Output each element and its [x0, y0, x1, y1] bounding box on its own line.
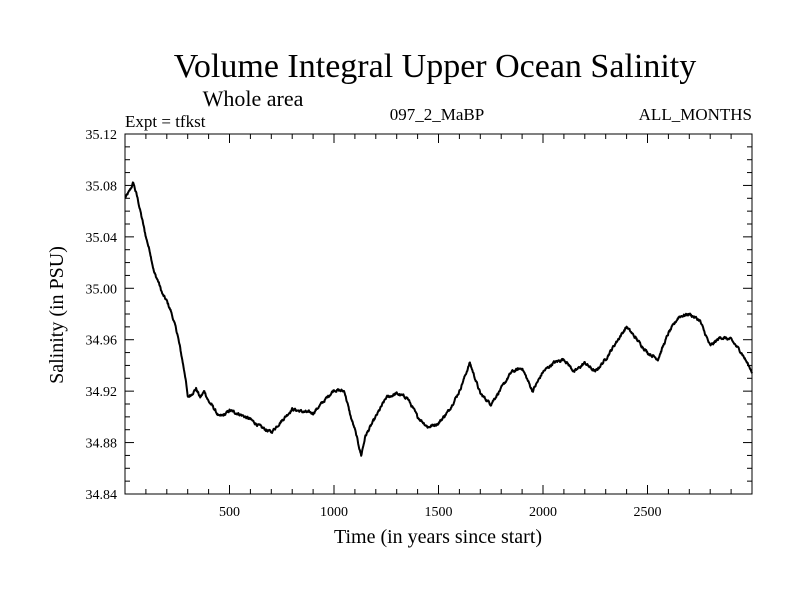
months-label: ALL_MONTHS — [639, 105, 752, 124]
y-tick-label: 35.08 — [86, 179, 118, 194]
x-tick-label: 500 — [219, 505, 240, 520]
experiment-label: Expt = tfkst — [125, 112, 206, 131]
x-tick-label: 2500 — [634, 505, 662, 520]
y-tick-label: 34.84 — [86, 488, 118, 503]
y-tick-label: 34.96 — [86, 334, 118, 349]
y-tick-label: 35.12 — [86, 128, 118, 143]
x-tick-label: 2000 — [529, 505, 557, 520]
x-tick-label: 1000 — [320, 505, 348, 520]
y-tick-label: 34.88 — [86, 437, 118, 452]
x-axis-label: Time (in years since start) — [334, 526, 542, 548]
y-tick-label: 35.04 — [86, 231, 118, 246]
plot-frame — [124, 133, 753, 495]
plot-area: 500 1000 1500 2000 2500 34.84 34.88 34.92 34.96 3… — [86, 128, 753, 520]
chart-title: Volume Integral Upper Ocean Salinity — [174, 48, 696, 85]
x-tick-label: 1500 — [425, 505, 453, 520]
salinity-series-line — [124, 181, 753, 457]
y-tick-label: 35.00 — [86, 282, 118, 297]
chart-subtitle: Whole area — [203, 86, 304, 111]
run-id-label: 097_2_MaBP — [390, 105, 484, 124]
y-axis-label: Salinity (in PSU) — [46, 246, 68, 384]
y-tick-label: 34.92 — [86, 385, 118, 400]
